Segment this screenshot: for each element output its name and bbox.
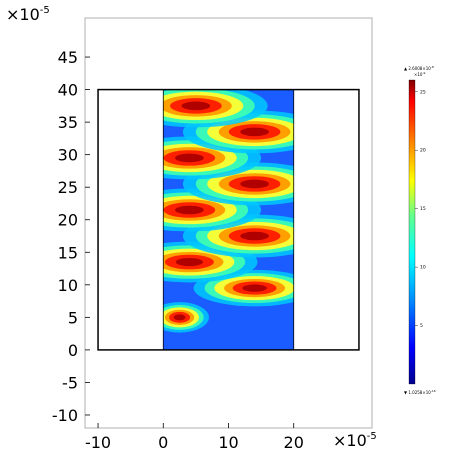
colorbar-tick-label: 10 xyxy=(420,265,426,271)
colorbar-tick-label: 5 xyxy=(420,323,423,329)
colorbar-tick-label: 15 xyxy=(420,206,426,212)
x-tick-label: 0 xyxy=(158,433,168,452)
y-tick-label: 10 xyxy=(58,276,78,295)
y-tick-label: 45 xyxy=(58,48,78,67)
y-tick-label: 15 xyxy=(58,243,78,262)
y-tick-label: -10 xyxy=(52,406,78,425)
y-tick-label: 5 xyxy=(68,308,78,327)
hot-spot xyxy=(163,241,258,283)
y-axis-exponent: ×10-5 xyxy=(6,5,50,24)
colorbar-tick-label: 25 xyxy=(420,89,426,95)
field-outline xyxy=(162,89,295,351)
colorbar-tick-label: 20 xyxy=(420,148,426,154)
colorbar-scale-label: ×10-9 xyxy=(414,71,426,77)
colorbar-ticks: 25 20 15 10 5 xyxy=(415,89,426,329)
x-axis-ticks: -10 0 10 20 xyxy=(85,423,304,452)
hot-spots xyxy=(163,89,294,333)
y-tick-label: 35 xyxy=(58,113,78,132)
hot-spot xyxy=(182,162,294,206)
y-tick-label: -5 xyxy=(62,373,78,392)
y-tick-label: 25 xyxy=(58,178,78,197)
x-tick-label: -10 xyxy=(85,433,111,452)
y-tick-label: 40 xyxy=(58,81,78,100)
colorbar-min-label: ▼ 1.0258×10-16 xyxy=(404,389,436,395)
colorbar-max-label: ▲ 2.6008×10-8 xyxy=(404,65,434,71)
x-tick-label: 10 xyxy=(218,433,238,452)
y-tick-label: 20 xyxy=(58,211,78,230)
x-tick-label: 20 xyxy=(284,433,304,452)
y-tick-label: 0 xyxy=(68,341,78,360)
hot-spot xyxy=(163,302,209,333)
colorbar-gradient xyxy=(408,79,416,385)
hot-spot xyxy=(163,89,268,128)
x-axis-exponent: ×10-5 xyxy=(333,431,377,450)
field-region xyxy=(163,89,294,350)
y-tick-label: 30 xyxy=(58,146,78,165)
colorbar: ▲ 2.6008×10-8 ×10-9 25 20 15 10 5 ▼ 1.0258×1… xyxy=(404,65,436,395)
y-axis-ticks: -10 -5 0 5 10 15 20 25 30 35 40 45 xyxy=(52,48,90,425)
